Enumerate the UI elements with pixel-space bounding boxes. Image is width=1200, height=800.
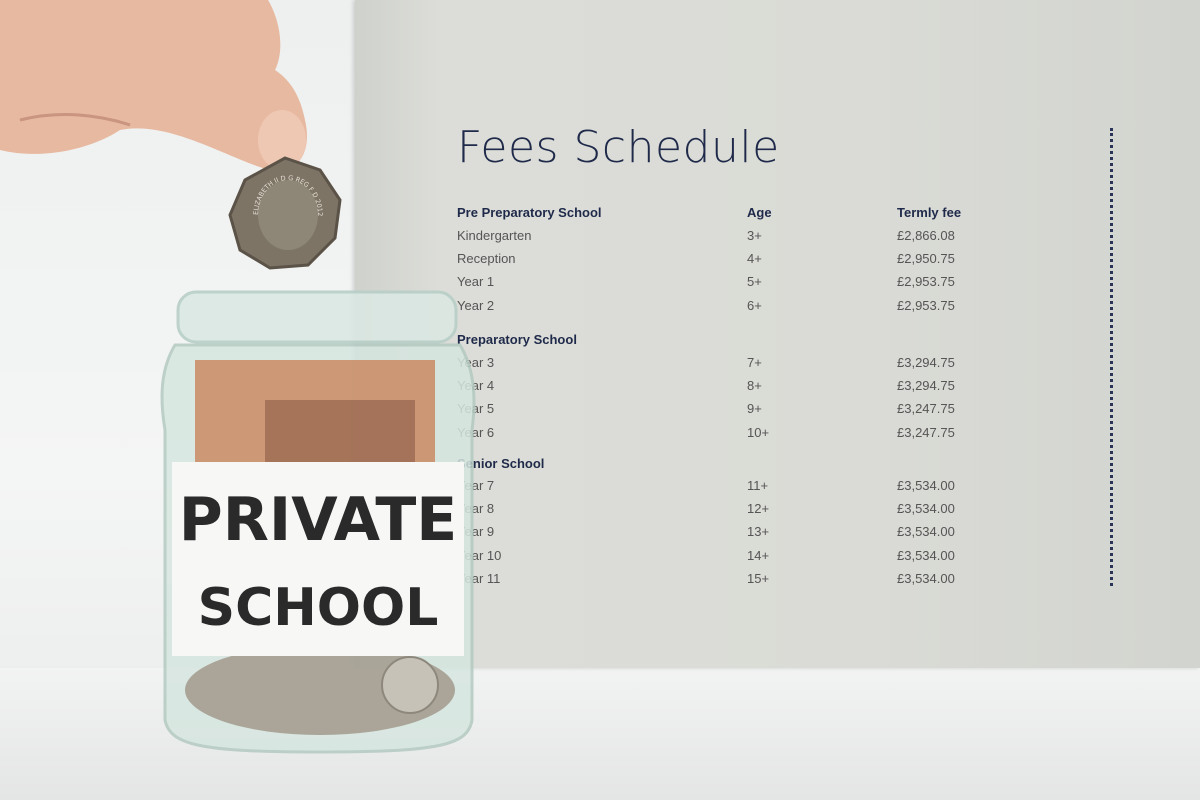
fees-schedule-board: Fees Schedule Pre Preparatory School Age… (355, 0, 1200, 668)
termly-fee: £3,247.75 (897, 424, 955, 440)
termly-fee: £3,247.75 (897, 401, 955, 417)
termly-fee: £3,534.00 (897, 570, 955, 586)
fee-row: Year 2 6+ £2,953.75 (457, 298, 1017, 320)
termly-fee: £3,294.75 (897, 355, 955, 370)
age: 9+ (747, 401, 762, 417)
year-name: Reception (457, 251, 516, 267)
section-heading: Senior School (457, 456, 545, 471)
age: 4+ (747, 251, 762, 267)
fee-row: Kindergarten 3+ £2,866.08 (457, 228, 1017, 250)
year-name: Year 2 (457, 297, 495, 313)
fee-header: Termly fee (897, 205, 962, 220)
fifty-pence-coin: ELIZABETH II D G REG F D 2012 (228, 156, 342, 270)
label-line1: PRIVATE (179, 485, 458, 555)
section-heading: Preparatory School (457, 332, 577, 347)
header-row: Pre Preparatory School Age Termly fee (457, 205, 1017, 227)
termly-fee: £2,953.75 (897, 274, 955, 290)
jar-label (172, 462, 464, 656)
age: 6+ (747, 297, 762, 313)
termly-fee: £3,534.00 (897, 501, 955, 517)
board-title: Fees Schedule (457, 122, 780, 173)
section-heading: Pre Preparatory School (457, 205, 602, 220)
age: 12+ (747, 501, 770, 517)
age: 10+ (747, 424, 770, 440)
age: 14+ (747, 547, 770, 563)
hand (0, 0, 307, 171)
section-heading-row: Preparatory School (457, 332, 1017, 354)
age: 5+ (747, 274, 762, 290)
year-name: Year 1 (457, 274, 495, 290)
age: 13+ (747, 524, 770, 540)
fee-row: Year 1 5+ £2,953.75 (457, 274, 1017, 296)
year-name: Kindergarten (457, 228, 532, 243)
termly-fee: £2,866.08 (897, 228, 955, 243)
label-line2: SCHOOL (198, 578, 439, 638)
termly-fee: £3,534.00 (897, 478, 955, 493)
age: 15+ (747, 570, 770, 586)
fee-row: Reception 4+ £2,950.75 (457, 251, 1017, 273)
dotted-divider (1110, 128, 1113, 586)
termly-fee: £2,950.75 (897, 251, 955, 267)
age: 7+ (747, 355, 762, 370)
termly-fee: £3,294.75 (897, 378, 955, 394)
age: 3+ (747, 228, 762, 243)
termly-fee: £3,534.00 (897, 547, 955, 563)
termly-fee: £2,953.75 (897, 297, 955, 313)
section-heading-row: Senior School (457, 456, 1017, 478)
age: 8+ (747, 378, 762, 394)
age-header: Age (747, 205, 772, 220)
termly-fee: £3,534.00 (897, 524, 955, 540)
age: 11+ (747, 478, 769, 493)
